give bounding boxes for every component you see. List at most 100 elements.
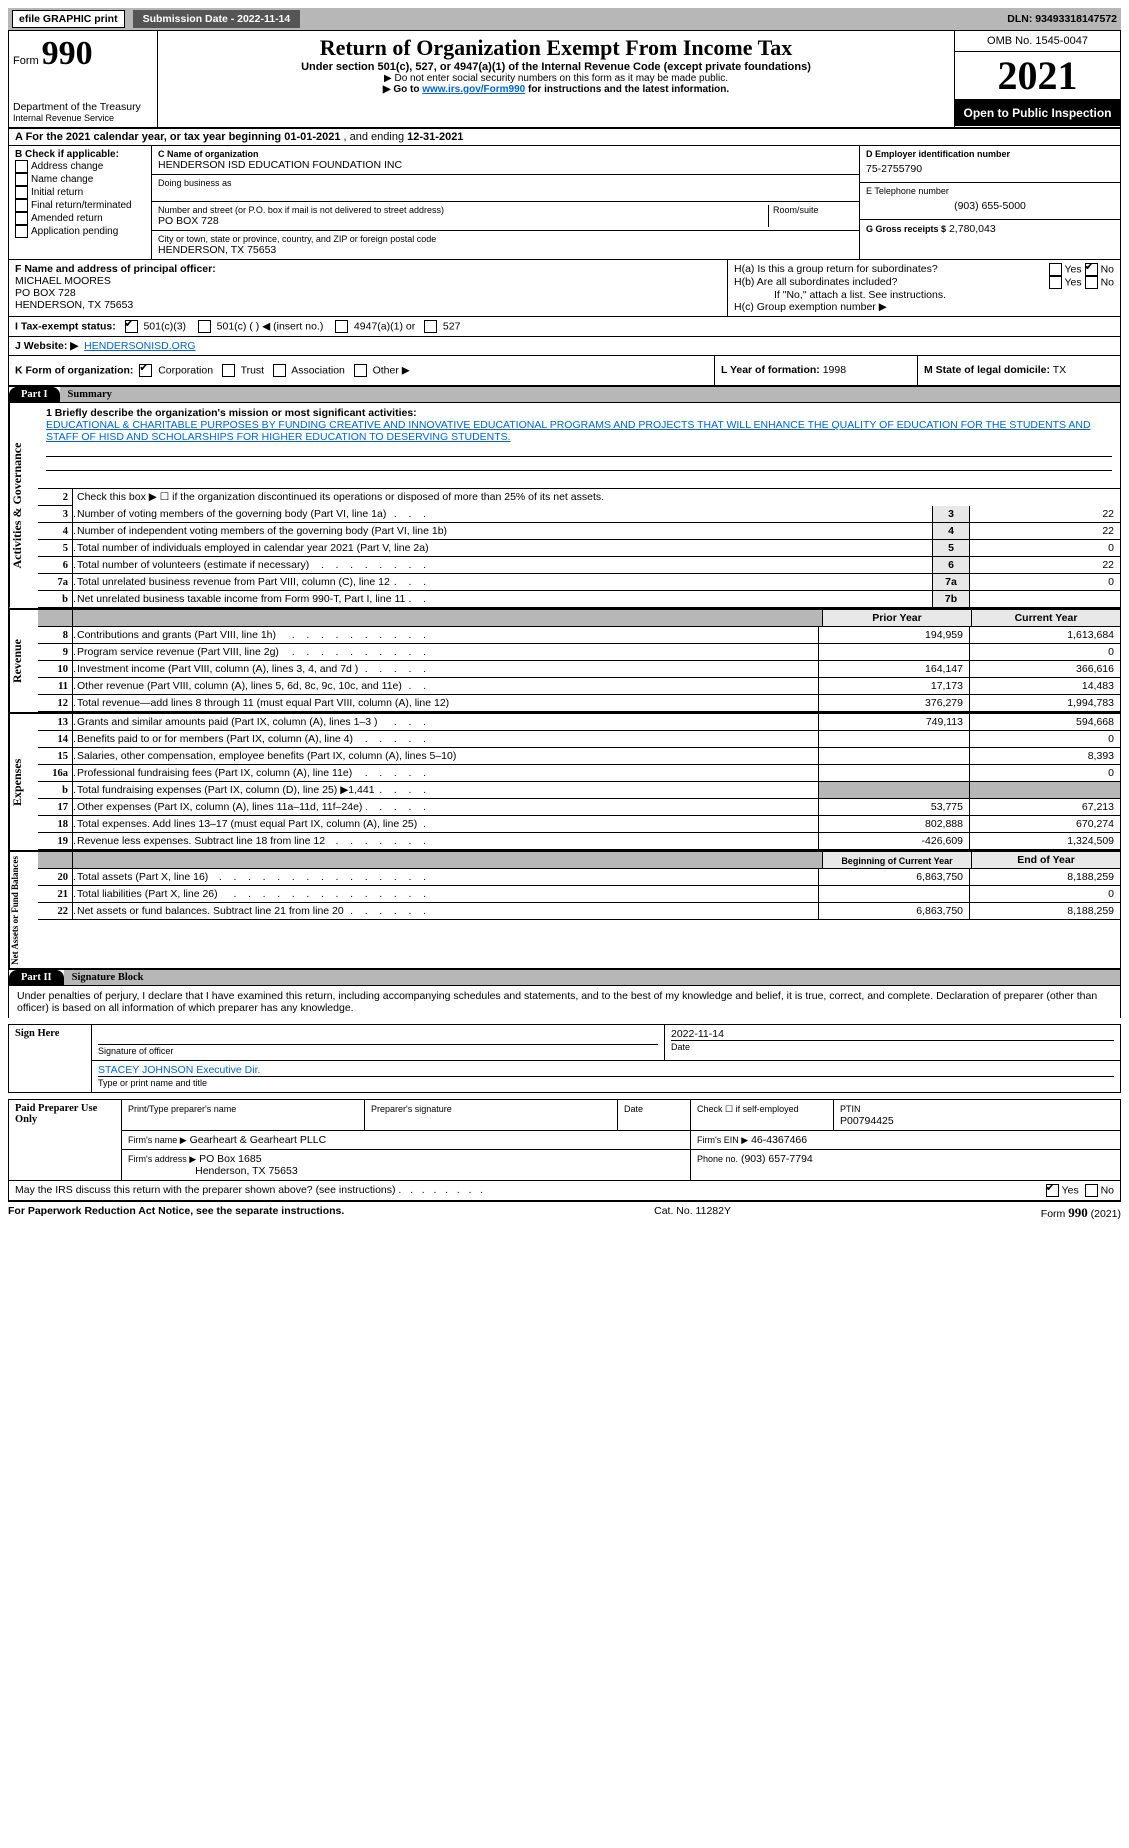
website-link[interactable]: HENDERSONISD.ORG [84, 340, 195, 352]
omb-number: OMB No. 1545-0047 [955, 31, 1120, 52]
opt-assoc: Association [291, 364, 345, 376]
vlabel-ag: Activities & Governance [9, 403, 38, 608]
ha-label: H(a) Is this a group return for subordin… [734, 263, 964, 276]
col-end-year: End of Year [972, 852, 1121, 869]
prep-name-label: Print/Type preparer's name [128, 1104, 236, 1114]
firm-name: Gearheart & Gearheart PLLC [190, 1134, 327, 1146]
m-label: M State of legal domicile: [924, 364, 1050, 376]
table-row: 18Total expenses. Add lines 13–17 (must … [38, 815, 1120, 832]
chk-corp[interactable] [139, 364, 152, 377]
firm-addr-label: Firm's address ▶ [128, 1154, 196, 1164]
firm-phone-label: Phone no. [697, 1154, 738, 1164]
form-subtitle: Under section 501(c), 527, or 4947(a)(1)… [162, 61, 950, 73]
table-row: 21Total liabilities (Part X, line 26)0 [38, 885, 1120, 902]
chk-trust[interactable] [222, 364, 235, 377]
table-row: 12Total revenue—add lines 8 through 11 (… [38, 694, 1120, 711]
chk-4947[interactable] [335, 320, 348, 333]
officer-group-row: F Name and address of principal officer:… [8, 260, 1121, 317]
sign-here-label: Sign Here [9, 1025, 92, 1093]
form-label: Form [13, 55, 39, 67]
ein-value: 75-2755790 [866, 159, 1114, 179]
calendar-year-row: A For the 2021 calendar year, or tax yea… [8, 129, 1121, 146]
header-info-block: B Check if applicable: Address change Na… [8, 146, 1121, 260]
form-header: Form 990 Department of the Treasury Inte… [8, 30, 1121, 129]
discuss-yes-no[interactable]: Yes No [1046, 1184, 1114, 1197]
paid-preparer-table: Paid Preparer Use Only Print/Type prepar… [8, 1099, 1121, 1181]
table-row: 8Contributions and grants (Part VIII, li… [38, 627, 1120, 644]
officer-label: F Name and address of principal officer: [15, 263, 721, 275]
chk-527[interactable] [424, 320, 437, 333]
col-current-year: Current Year [972, 610, 1121, 627]
chk-address-change[interactable]: Address change [15, 160, 145, 173]
chk-other[interactable] [354, 364, 367, 377]
revenue-section: Revenue Prior Year Current Year 8Contrib… [8, 608, 1121, 712]
k-label: K Form of organization: [15, 364, 133, 376]
phone-value: (903) 655-5000 [866, 196, 1114, 216]
firm-ein: 46-4367466 [751, 1134, 807, 1146]
part2-title: Signature Block [64, 970, 1120, 985]
net-assets-section: Net Assets or Fund Balances Beginning of… [8, 850, 1121, 971]
table-row: 13Grants and similar amounts paid (Part … [38, 714, 1120, 731]
table-row: 19Revenue less expenses. Subtract line 1… [38, 832, 1120, 849]
perjury-declaration: Under penalties of perjury, I declare th… [8, 986, 1121, 1018]
form-note-1: ▶ Do not enter social security numbers o… [162, 73, 950, 84]
city-value: HENDERSON, TX 75653 [158, 244, 853, 256]
row-a-pre: A For the 2021 calendar year, or tax yea… [15, 131, 340, 143]
chk-name-change[interactable]: Name change [15, 173, 145, 186]
expenses-table: 13Grants and similar amounts paid (Part … [38, 714, 1120, 850]
gross-receipts-value: 2,780,043 [949, 223, 996, 235]
table-row: 11Other revenue (Part VIII, column (A), … [38, 677, 1120, 694]
website-row: J Website: ▶ HENDERSONISD.ORG [8, 337, 1121, 356]
paid-preparer-label: Paid Preparer Use Only [9, 1100, 122, 1181]
expenses-section: Expenses 13Grants and similar amounts pa… [8, 712, 1121, 850]
ein-label: D Employer identification number [866, 149, 1114, 159]
phone-label: E Telephone number [866, 186, 1114, 196]
street-label: Number and street (or P.O. box if mail i… [158, 205, 768, 215]
activities-governance-section: Activities & Governance 1 Briefly descri… [8, 403, 1121, 608]
revenue-table: 8Contributions and grants (Part VIII, li… [38, 627, 1120, 712]
typed-label: Type or print name and title [98, 1078, 207, 1088]
goto-suffix: for instructions and the latest informat… [525, 84, 729, 95]
chk-final-return[interactable]: Final return/terminated [15, 199, 145, 212]
form-title: Return of Organization Exempt From Incom… [162, 35, 950, 61]
footer-left: For Paperwork Reduction Act Notice, see … [8, 1205, 344, 1221]
ptin-label: PTIN [840, 1104, 861, 1114]
hc-label: H(c) Group exemption number ▶ [734, 301, 1114, 313]
chk-501c[interactable] [198, 320, 211, 333]
self-employed-check[interactable]: Check ☐ if self-employed [697, 1104, 799, 1114]
row-a-end: 12-31-2021 [407, 131, 463, 143]
net-header-table: Beginning of Current Year End of Year [38, 852, 1120, 869]
table-row: 3Number of voting members of the governi… [38, 506, 1120, 523]
firm-addr1: PO Box 1685 [199, 1153, 261, 1165]
typed-name: STACEY JOHNSON Executive Dir. [98, 1064, 1114, 1077]
opt-trust: Trust [241, 364, 265, 376]
opt-501c: 501(c) ( ) ◀ (insert no.) [217, 320, 324, 332]
chk-amended-return[interactable]: Amended return [15, 212, 145, 225]
hb-yes-no[interactable]: Yes No [1049, 276, 1115, 289]
submission-date-button[interactable]: Submission Date - 2022-11-14 [133, 10, 301, 28]
row-a-mid: , and ending [340, 131, 407, 143]
revenue-header-table: Prior Year Current Year [38, 610, 1120, 627]
chk-application-pending[interactable]: Application pending [15, 225, 145, 238]
ha-yes-no[interactable]: Yes No [1049, 263, 1115, 276]
l-value: 1998 [823, 364, 846, 376]
part2-tag: Part II [9, 970, 64, 985]
gross-receipts-label: G Gross receipts $ [866, 224, 946, 234]
chk-initial-return[interactable]: Initial return [15, 186, 145, 199]
col-begin-year: Beginning of Current Year [823, 852, 972, 869]
m-value: TX [1053, 364, 1066, 376]
chk-501c3[interactable] [125, 320, 138, 333]
table-row: 4Number of independent voting members of… [38, 522, 1120, 539]
ag-numeric-table: 3Number of voting members of the governi… [38, 506, 1120, 608]
chk-assoc[interactable] [273, 364, 286, 377]
street-value: PO BOX 728 [158, 215, 768, 227]
net-table: 20Total assets (Part X, line 16)6,863,75… [38, 869, 1120, 920]
footer-right: Form 990 (2021) [1041, 1205, 1121, 1221]
irs-link[interactable]: www.irs.gov/Form990 [422, 84, 525, 95]
sig-officer-label: Signature of officer [98, 1046, 173, 1056]
opt-corp: Corporation [158, 364, 213, 376]
room-label: Room/suite [773, 205, 853, 215]
date-label: Date [671, 1042, 690, 1052]
hb-label: H(b) Are all subordinates included? [734, 276, 964, 289]
ag-lines-table: 2Check this box ▶ ☐ if the organization … [38, 489, 1120, 506]
